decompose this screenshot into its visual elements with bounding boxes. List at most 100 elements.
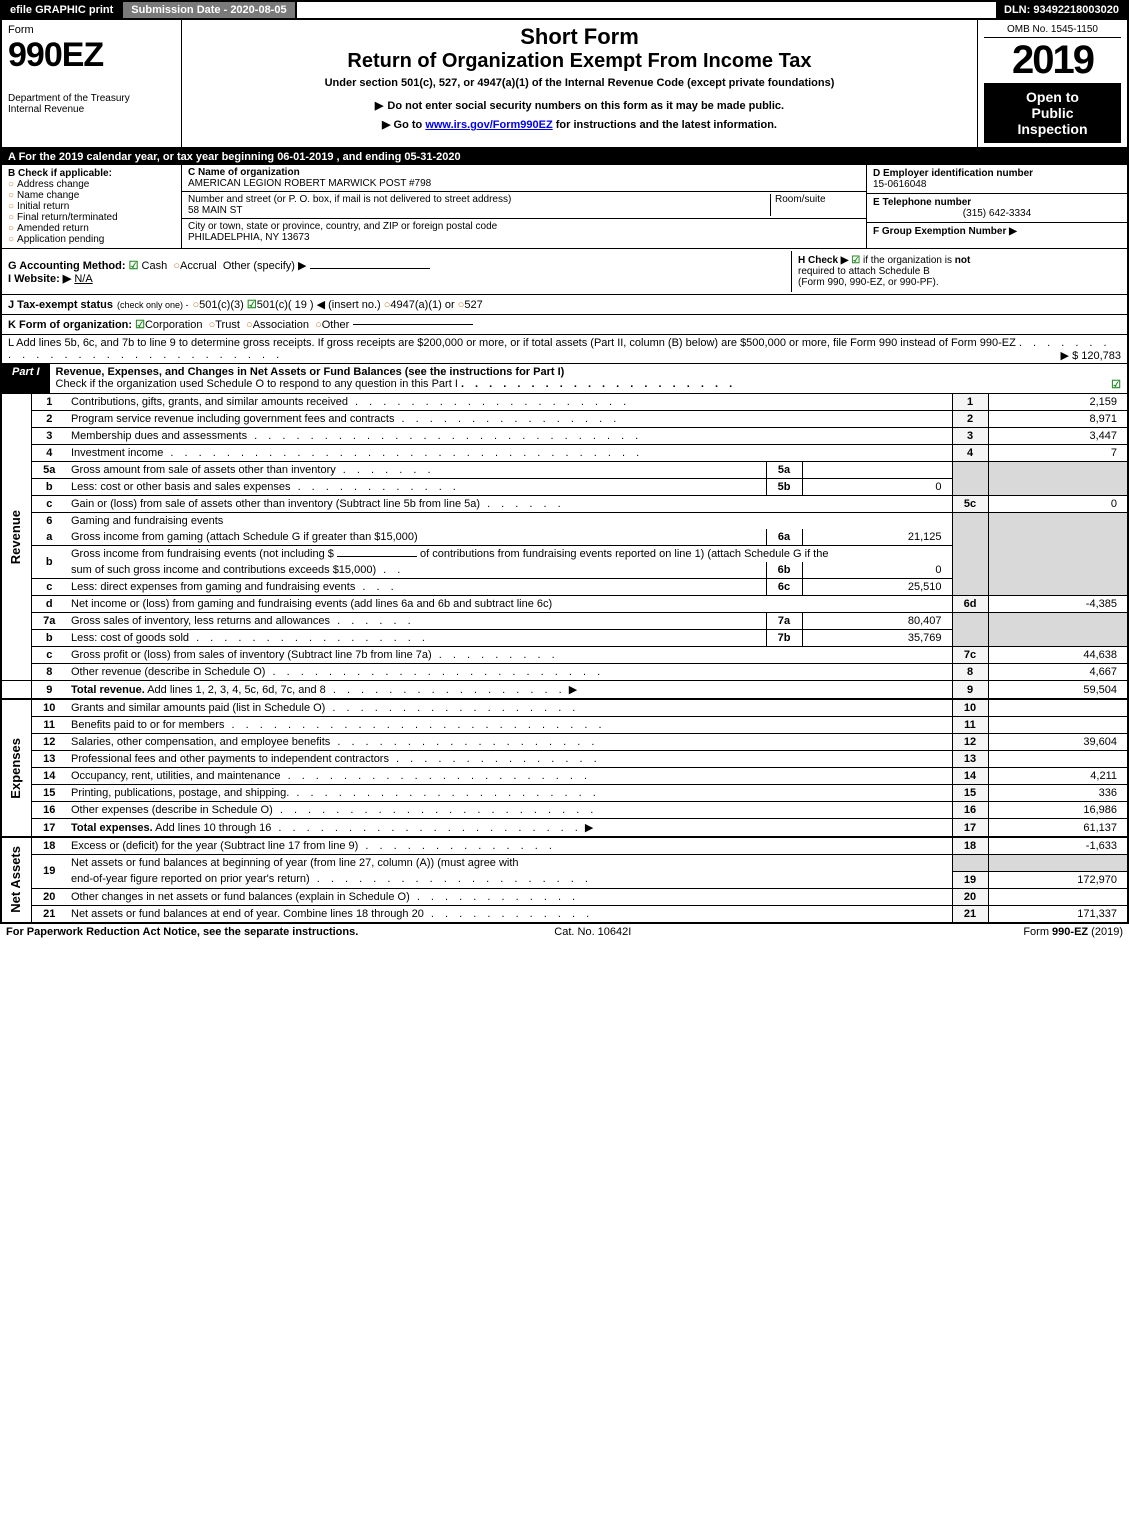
row-6: 6 Gaming and fundraising events [1, 513, 1128, 530]
goto-pre: Go to [394, 119, 426, 131]
phone: (315) 642-3334 [873, 208, 1121, 219]
check-pending[interactable]: ○Application pending [8, 234, 175, 245]
d-label: D Employer identification number [873, 168, 1033, 179]
j-501c3[interactable]: 501(c)(3) [199, 299, 244, 311]
city-label: City or town, state or province, country… [188, 221, 497, 232]
irs: Internal Revenue [8, 104, 175, 115]
row-21: 21 Net assets or fund balances at end of… [1, 905, 1128, 923]
line-j: J Tax-exempt status (check only one) - ○… [0, 295, 1129, 315]
k-assoc[interactable]: Association [253, 319, 309, 331]
b-label: B Check if applicable: [8, 168, 175, 179]
row-19a: 19 Net assets or fund balances at beginn… [1, 855, 1128, 872]
return-title: Return of Organization Exempt From Incom… [188, 50, 971, 73]
short-form-title: Short Form [188, 24, 971, 50]
h-box: H Check ▶ ☑ if the organization is not r… [791, 251, 1121, 292]
g-cash[interactable]: Cash [142, 260, 168, 272]
check-name[interactable]: ○Name change [8, 190, 175, 201]
check-icon: ☑ [129, 260, 139, 272]
l-amount: ▶ $ 120,783 [1061, 349, 1121, 362]
j-label: J Tax-exempt status [8, 299, 113, 311]
open2: Public [1031, 105, 1073, 121]
website: N/A [74, 273, 92, 285]
j-527[interactable]: 527 [464, 299, 482, 311]
h-text3: (Form 990, 990-EZ, or 990-PF). [798, 277, 939, 288]
open1: Open to [1026, 89, 1079, 105]
row-4: 4 Investment income . . . . . . . . . . … [1, 445, 1128, 462]
side-expenses: Expenses [6, 732, 25, 805]
row-11: 11 Benefits paid to or for members . . .… [1, 717, 1128, 734]
form-ref: Form 990-EZ (2019) [1023, 926, 1123, 938]
k-trust[interactable]: Trust [215, 319, 240, 331]
check-b-column: B Check if applicable: ○Address change ○… [2, 165, 182, 248]
check-icon: ☑ [851, 255, 860, 266]
org-name: AMERICAN LEGION ROBERT MARWICK POST #798 [188, 178, 431, 189]
dln: DLN: 93492218003020 [996, 2, 1127, 18]
h-text2: required to attach Schedule B [798, 266, 930, 277]
row-6d: d Net income or (loss) from gaming and f… [1, 596, 1128, 613]
row-14: 14 Occupancy, rent, utilities, and maint… [1, 768, 1128, 785]
form-word: Form [8, 24, 175, 36]
g-accrual[interactable]: Accrual [180, 260, 217, 272]
g-other[interactable]: Other (specify) ▶ [223, 260, 307, 272]
form-header: Form 990EZ Department of the Treasury In… [0, 20, 1129, 149]
line-g-h: G Accounting Method: ☑ Cash ○Accrual Oth… [0, 249, 1129, 295]
goto-post: for instructions and the latest informat… [553, 119, 777, 131]
omb: OMB No. 1545-1150 [984, 24, 1121, 38]
row-2: 2 Program service revenue including gove… [1, 411, 1128, 428]
row-3: 3 Membership dues and assessments . . . … [1, 428, 1128, 445]
h-label: H Check ▶ [798, 255, 848, 266]
l-text: L Add lines 5b, 6c, and 7b to line 9 to … [8, 337, 1016, 349]
check-amended[interactable]: ○Amended return [8, 223, 175, 234]
dept: Department of the Treasury [8, 93, 175, 104]
cat-no: Cat. No. 10642I [554, 926, 631, 938]
h-text1: if the organization is [863, 255, 955, 266]
e-label: E Telephone number [873, 197, 971, 208]
check-icon: ☑ [1111, 378, 1121, 391]
irs-link[interactable]: www.irs.gov/Form990EZ [425, 119, 552, 131]
part1-table: Revenue 1 Contributions, gifts, grants, … [0, 394, 1129, 924]
row-20: 20 Other changes in net assets or fund b… [1, 888, 1128, 905]
h-not: not [955, 255, 971, 266]
row-9: 9 Total revenue. Add lines 1, 2, 3, 4, 5… [1, 681, 1128, 700]
check-final[interactable]: ○Final return/terminated [8, 212, 175, 223]
street-label: Number and street (or P. O. box, if mail… [188, 194, 511, 205]
g-label: G Accounting Method: [8, 260, 126, 272]
efile-label[interactable]: efile GRAPHIC print [2, 2, 121, 18]
j-501c[interactable]: 501(c)( 19 ) ◀ (insert no.) [257, 298, 381, 311]
line-k: K Form of organization: ☑Corporation ○Tr… [0, 315, 1129, 335]
ein: 15-0616048 [873, 179, 926, 190]
row-15: 15 Printing, publications, postage, and … [1, 785, 1128, 802]
check-icon: ☑ [135, 318, 145, 331]
right-info: D Employer identification number 15-0616… [867, 165, 1127, 248]
pra-notice: For Paperwork Reduction Act Notice, see … [6, 926, 358, 938]
row-19b: end-of-year figure reported on prior yea… [1, 871, 1128, 888]
row-17: 17 Total expenses. Add lines 10 through … [1, 819, 1128, 838]
check-initial[interactable]: ○Initial return [8, 201, 175, 212]
k-label: K Form of organization: [8, 319, 132, 331]
row-5c: c Gain or (loss) from sale of assets oth… [1, 496, 1128, 513]
row-13: 13 Professional fees and other payments … [1, 751, 1128, 768]
part1-title: Revenue, Expenses, and Changes in Net As… [50, 364, 1127, 393]
city: PHILADELPHIA, NY 13673 [188, 232, 310, 243]
j-4947[interactable]: 4947(a)(1) or [390, 299, 454, 311]
line-a-taxyear: A For the 2019 calendar year, or tax yea… [0, 149, 1129, 165]
submission-date: Submission Date - 2020-08-05 [121, 2, 296, 18]
row-7c: c Gross profit or (loss) from sales of i… [1, 647, 1128, 664]
j-small: (check only one) - [117, 300, 189, 310]
k-other[interactable]: Other [322, 319, 350, 331]
name-column: C Name of organization AMERICAN LEGION R… [182, 165, 867, 248]
row-10: Expenses 10 Grants and similar amounts p… [1, 699, 1128, 717]
f-label: F Group Exemption Number ▶ [873, 226, 1017, 237]
check-address[interactable]: ○Address change [8, 179, 175, 190]
c-label: C Name of organization [188, 167, 300, 178]
part1-label: Part I [2, 364, 50, 393]
street: 58 MAIN ST [188, 205, 242, 216]
part1-check: Check if the organization used Schedule … [56, 378, 458, 390]
part1-header: Part I Revenue, Expenses, and Changes in… [0, 364, 1129, 394]
open-public: Open to Public Inspection [984, 83, 1121, 143]
entity-block: B Check if applicable: ○Address change ○… [0, 165, 1129, 249]
k-corp[interactable]: Corporation [145, 319, 202, 331]
footer: For Paperwork Reduction Act Notice, see … [0, 924, 1129, 940]
goto-line: ▶ Go to www.irs.gov/Form990EZ for instru… [188, 118, 971, 131]
under-section: Under section 501(c), 527, or 4947(a)(1)… [188, 77, 971, 89]
